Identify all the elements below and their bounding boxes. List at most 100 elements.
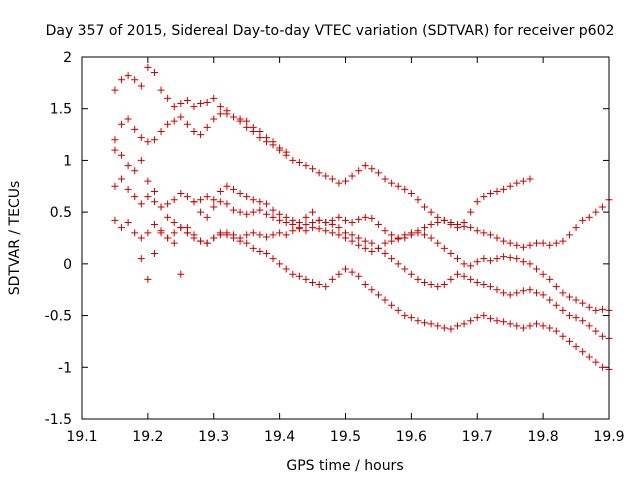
data-point	[183, 193, 191, 201]
data-point	[480, 193, 488, 201]
data-point	[579, 348, 587, 356]
data-point	[526, 286, 534, 294]
data-point	[111, 136, 119, 144]
data-point	[546, 241, 554, 249]
data-point	[381, 239, 389, 247]
data-point	[282, 231, 290, 239]
data-point	[335, 270, 343, 278]
data-point	[572, 296, 580, 304]
data-point	[322, 227, 330, 235]
data-point	[513, 241, 521, 249]
data-point	[559, 332, 567, 340]
data-point	[539, 239, 547, 247]
data-point	[361, 213, 369, 221]
data-point	[118, 151, 126, 159]
data-point	[328, 229, 336, 237]
data-point	[486, 283, 494, 291]
data-point	[460, 260, 468, 268]
data-point	[157, 127, 165, 135]
data-point	[157, 203, 165, 211]
data-point	[144, 193, 152, 201]
data-point	[440, 281, 448, 289]
data-point	[394, 182, 402, 190]
data-point	[309, 224, 317, 232]
data-point	[289, 216, 297, 224]
data-point	[342, 265, 349, 273]
data-point	[124, 115, 132, 123]
data-point	[170, 196, 178, 204]
data-point	[401, 185, 409, 193]
data-point	[150, 136, 158, 144]
data-point	[230, 234, 238, 242]
data-point	[500, 289, 508, 297]
data-point	[539, 322, 547, 330]
data-point	[585, 303, 593, 311]
data-point	[157, 229, 165, 237]
data-point	[513, 179, 521, 187]
data-point	[210, 94, 218, 102]
data-point	[249, 127, 257, 135]
data-point	[434, 283, 442, 291]
data-point	[124, 185, 132, 193]
data-point	[447, 218, 455, 226]
data-point	[374, 169, 382, 177]
data-point	[493, 187, 501, 195]
series-arc-C	[111, 175, 613, 251]
data-point	[302, 221, 310, 229]
data-point	[526, 322, 534, 330]
data-point	[519, 287, 527, 295]
data-point	[170, 117, 178, 125]
data-point	[131, 229, 139, 237]
data-point	[506, 291, 514, 299]
data-point	[137, 234, 145, 242]
data-point	[427, 320, 435, 328]
data-point	[137, 82, 145, 90]
data-point	[480, 229, 488, 237]
data-point	[546, 275, 554, 283]
data-point	[460, 320, 468, 328]
data-point	[355, 215, 363, 223]
data-point	[315, 281, 323, 289]
data-point	[381, 296, 389, 304]
data-point	[467, 208, 475, 216]
data-point	[164, 120, 172, 128]
data-point	[598, 332, 606, 340]
data-point	[519, 243, 527, 251]
data-point	[216, 103, 224, 111]
data-point	[124, 218, 132, 226]
data-point	[552, 239, 560, 247]
data-point	[118, 76, 126, 84]
data-point	[243, 193, 251, 201]
data-point	[249, 196, 257, 204]
data-point	[335, 213, 343, 221]
data-point	[249, 244, 257, 252]
data-point	[447, 325, 455, 333]
data-point	[388, 301, 396, 309]
data-point	[322, 283, 330, 291]
x-tick-label: 19.8	[528, 429, 559, 445]
data-point	[585, 353, 593, 361]
data-point	[328, 221, 336, 229]
data-point	[585, 322, 593, 330]
data-point	[480, 312, 488, 320]
data-point	[533, 320, 541, 328]
data-point	[447, 275, 455, 283]
data-point	[190, 103, 198, 111]
data-point	[203, 239, 211, 247]
data-point	[183, 224, 191, 232]
data-point	[197, 208, 205, 216]
data-point	[328, 275, 336, 283]
data-point	[236, 237, 244, 245]
data-point	[295, 272, 303, 280]
data-point	[216, 229, 224, 237]
data-point	[467, 275, 475, 283]
data-point	[236, 190, 244, 198]
data-point	[440, 244, 448, 252]
data-point	[533, 239, 541, 247]
data-point	[118, 120, 126, 128]
data-point	[210, 234, 218, 242]
data-point	[598, 203, 606, 211]
data-point	[315, 216, 323, 224]
data-point	[256, 198, 264, 206]
data-point	[467, 262, 475, 270]
